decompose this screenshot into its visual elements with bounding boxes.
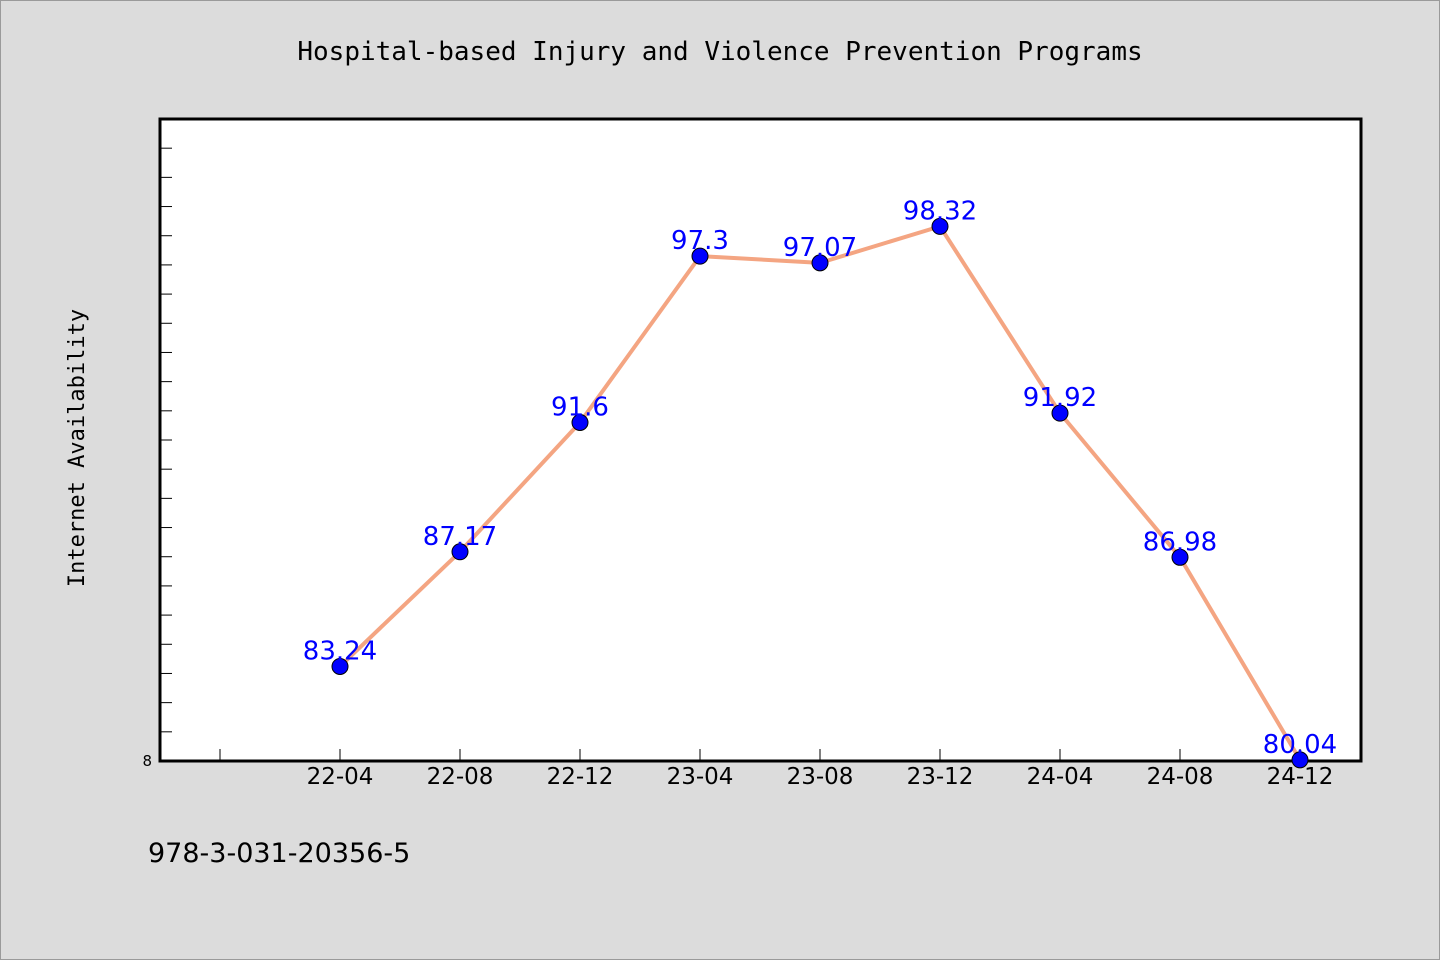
data-point [1291,751,1309,769]
data-point [571,413,589,431]
x-tick-label: 24-08 [1147,764,1214,790]
data-point [1171,548,1189,566]
series-layer: 83.24 87.17 91.6 97.3 97.07 98.32 91.92 86.98 80… [303,196,1337,769]
data-label: 80.04 [1263,730,1337,760]
x-tick-label: 23-08 [787,764,854,790]
data-label: 91.92 [1023,383,1097,413]
data-label: 91.6 [551,392,609,422]
x-tick-label: 22-04 [307,764,374,790]
y-axis-ticks [160,147,172,733]
data-point [1051,404,1069,422]
x-tick-label: 24-12 [1267,764,1334,790]
y-tick-label: 8 [142,752,152,770]
x-tick-label: 24-04 [1027,764,1094,790]
data-label: 97.3 [671,226,729,256]
data-point [451,543,469,561]
data-label: 86.98 [1143,527,1217,557]
data-point [811,254,829,272]
x-tick-label: 22-08 [427,764,494,790]
data-point [331,657,349,675]
plot-area [158,117,1363,763]
data-label: 98.32 [903,196,977,226]
data-label: 83.24 [303,636,377,666]
isbn-footer: 978-3-031-20356-5 [148,838,410,869]
data-label: 97.07 [783,233,857,263]
x-tick-label: 23-04 [667,764,734,790]
y-axis-title: Internet Availability [65,309,90,587]
x-tick-label: 22-12 [547,764,614,790]
data-point [691,247,709,265]
chart-title: Hospital-based Injury and Violence Preve… [297,37,1142,67]
x-axis-ticks: 22-04 22-08 22-12 23-04 23-08 23-12 24-04 24-08… [219,749,1334,790]
x-tick-label: 23-12 [907,764,974,790]
data-point [931,217,949,235]
data-label: 87.17 [423,522,497,552]
